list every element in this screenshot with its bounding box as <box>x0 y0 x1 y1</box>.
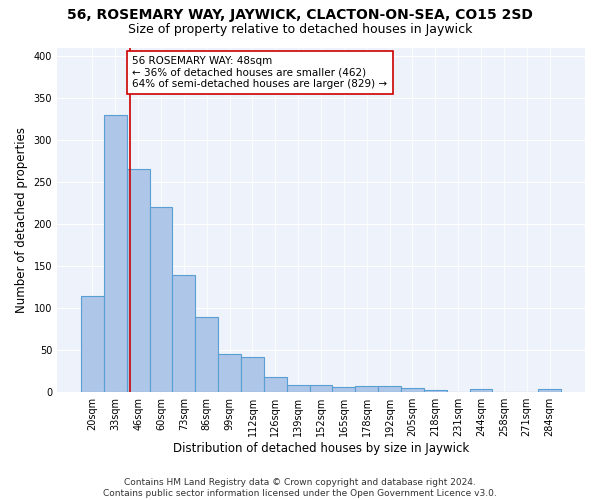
Bar <box>424 390 447 392</box>
Bar <box>470 389 493 392</box>
Y-axis label: Number of detached properties: Number of detached properties <box>15 127 28 313</box>
Bar <box>196 316 218 392</box>
Bar <box>218 354 241 392</box>
Text: Size of property relative to detached houses in Jaywick: Size of property relative to detached ho… <box>128 22 472 36</box>
Bar <box>332 387 355 392</box>
Bar <box>241 357 264 392</box>
Bar <box>287 384 310 392</box>
Text: 56 ROSEMARY WAY: 48sqm
← 36% of detached houses are smaller (462)
64% of semi-de: 56 ROSEMARY WAY: 48sqm ← 36% of detached… <box>133 56 388 89</box>
Bar <box>172 274 196 392</box>
Text: 56, ROSEMARY WAY, JAYWICK, CLACTON-ON-SEA, CO15 2SD: 56, ROSEMARY WAY, JAYWICK, CLACTON-ON-SE… <box>67 8 533 22</box>
Bar <box>127 170 149 392</box>
X-axis label: Distribution of detached houses by size in Jaywick: Distribution of detached houses by size … <box>173 442 469 455</box>
Bar <box>355 386 378 392</box>
Bar <box>81 296 104 392</box>
Bar <box>149 207 172 392</box>
Bar <box>401 388 424 392</box>
Text: Contains HM Land Registry data © Crown copyright and database right 2024.
Contai: Contains HM Land Registry data © Crown c… <box>103 478 497 498</box>
Bar <box>264 377 287 392</box>
Bar <box>310 386 332 392</box>
Bar <box>378 386 401 392</box>
Bar <box>538 389 561 392</box>
Bar <box>104 115 127 392</box>
